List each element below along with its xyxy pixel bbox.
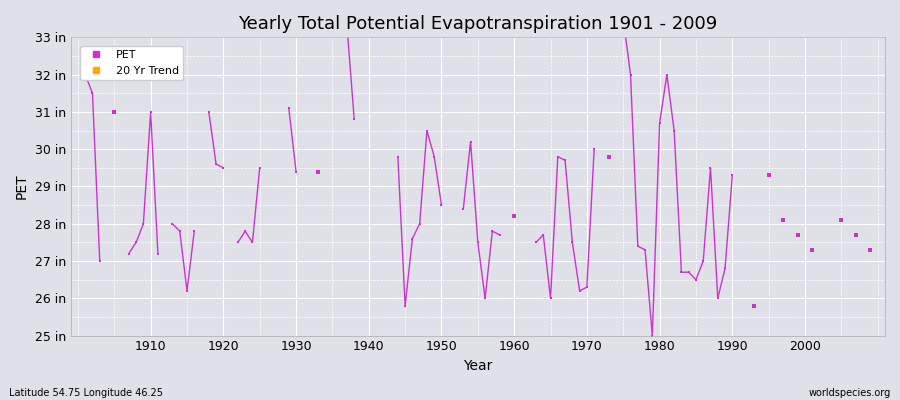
Legend: PET, 20 Yr Trend: PET, 20 Yr Trend <box>80 46 184 80</box>
Title: Yearly Total Potential Evapotranspiration 1901 - 2009: Yearly Total Potential Evapotranspiratio… <box>238 15 717 33</box>
Text: Latitude 54.75 Longitude 46.25: Latitude 54.75 Longitude 46.25 <box>9 388 163 398</box>
X-axis label: Year: Year <box>464 359 492 373</box>
Text: worldspecies.org: worldspecies.org <box>809 388 891 398</box>
Y-axis label: PET: PET <box>15 174 29 199</box>
